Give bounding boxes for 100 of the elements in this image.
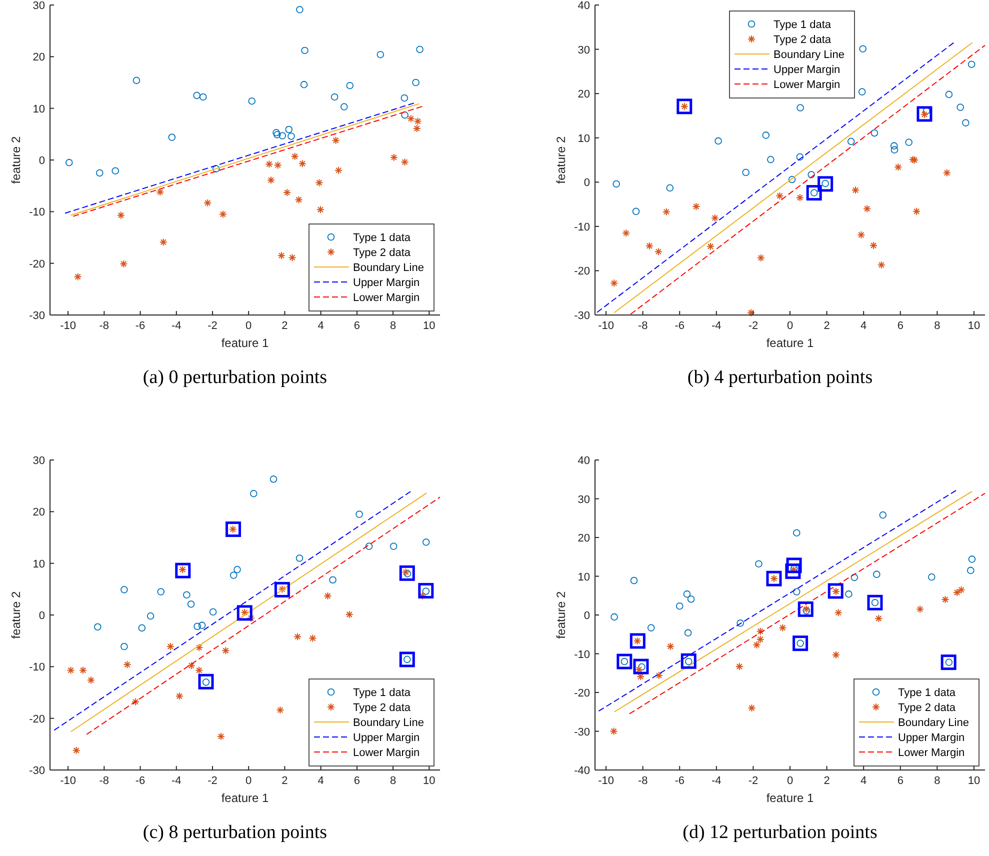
point (684, 629, 692, 636)
point (94, 623, 102, 631)
point (390, 542, 398, 550)
x-tick-label: -10 (598, 775, 614, 787)
point (209, 608, 217, 616)
point (193, 92, 200, 100)
legend-label: Upper Margin (353, 277, 420, 289)
x-tick-label: 6 (897, 320, 904, 332)
point (633, 658, 649, 674)
point (683, 590, 691, 598)
point (300, 80, 308, 88)
point (808, 170, 815, 178)
point (120, 586, 128, 594)
x-tick-label: 0 (786, 320, 794, 332)
point (714, 137, 722, 145)
point (346, 82, 354, 90)
text: (a) 0 perturbation points (142, 367, 328, 388)
point (859, 45, 866, 52)
point (962, 119, 970, 126)
y-tick-label: 30 (578, 494, 590, 506)
point (767, 156, 774, 164)
point (792, 636, 808, 652)
y-tick-label: 30 (32, 455, 45, 467)
x-tick-label: -4 (172, 775, 182, 787)
point (412, 78, 420, 86)
point (96, 169, 104, 177)
x-tick-label: -2 (208, 320, 218, 332)
x-tick-label: 4 (318, 775, 324, 787)
x-tick-label: -10 (60, 320, 76, 332)
point (285, 126, 293, 134)
y-tick-label: -30 (29, 765, 45, 777)
point (612, 180, 620, 188)
point (905, 138, 912, 146)
point (296, 6, 304, 14)
point (132, 76, 140, 84)
legend-label: Type 2 data (898, 702, 956, 714)
x-tick-label: 2 (282, 320, 288, 332)
point (120, 642, 128, 650)
y-tick-label: 0 (38, 155, 45, 167)
point (792, 529, 800, 536)
y-tick-label: -20 (29, 713, 45, 726)
x-tick-label: 2 (282, 775, 288, 787)
x-tick-label: 10 (423, 775, 436, 787)
legend-label: Boundary Line (898, 717, 969, 729)
point (194, 622, 201, 630)
point (870, 129, 878, 137)
x-tick-label: -2 (748, 320, 758, 332)
point (199, 93, 207, 101)
x-tick-label: 4 (318, 320, 324, 332)
point (399, 652, 415, 668)
point (798, 601, 814, 617)
point (400, 94, 408, 102)
point (687, 595, 695, 603)
point (762, 132, 770, 139)
x-tick-label: -6 (135, 320, 146, 332)
y-tick-label: -10 (574, 648, 590, 661)
legend-label: Type 1 data (353, 232, 412, 244)
text: (b) 4 perturbation points (687, 367, 873, 388)
point (157, 588, 165, 596)
x-axis-title: feature 1 (766, 791, 814, 805)
point (818, 176, 834, 192)
point (872, 570, 880, 578)
point (630, 576, 638, 584)
point (401, 111, 408, 119)
point (676, 602, 684, 610)
y-axis-title: feature 2 (9, 136, 23, 184)
y-tick-label: 10 (578, 571, 590, 584)
x-tick-label: 10 (968, 320, 980, 332)
point (329, 576, 336, 584)
x-tick-label: 6 (354, 320, 360, 332)
point (786, 558, 802, 574)
point (168, 134, 176, 141)
point (676, 98, 692, 114)
y-tick-label: -20 (574, 266, 590, 278)
y-tick-label: -10 (29, 662, 45, 674)
point (183, 591, 190, 598)
point (112, 167, 120, 174)
x-tick-label: 6 (897, 775, 904, 787)
legend-label: Lower Margin (353, 747, 420, 759)
point (212, 165, 220, 172)
x-tick-label: 10 (968, 775, 980, 787)
point (828, 583, 844, 599)
point (234, 566, 241, 574)
x-tick-label: -10 (598, 320, 614, 332)
x-tick-label: 8 (934, 320, 940, 332)
x-tick-label: -2 (748, 775, 758, 787)
x-axis-title: feature 1 (221, 791, 270, 805)
point (928, 573, 936, 581)
point (850, 574, 858, 582)
point (968, 60, 976, 68)
point (956, 104, 964, 111)
point (796, 104, 804, 112)
point (248, 97, 256, 105)
point (890, 146, 898, 154)
y-tick-label: -10 (29, 206, 45, 219)
point (968, 556, 976, 563)
point (666, 184, 674, 192)
point (755, 560, 762, 568)
legend-label: Type 1 data (353, 687, 412, 699)
legend-label: Type 2 data (353, 702, 412, 714)
